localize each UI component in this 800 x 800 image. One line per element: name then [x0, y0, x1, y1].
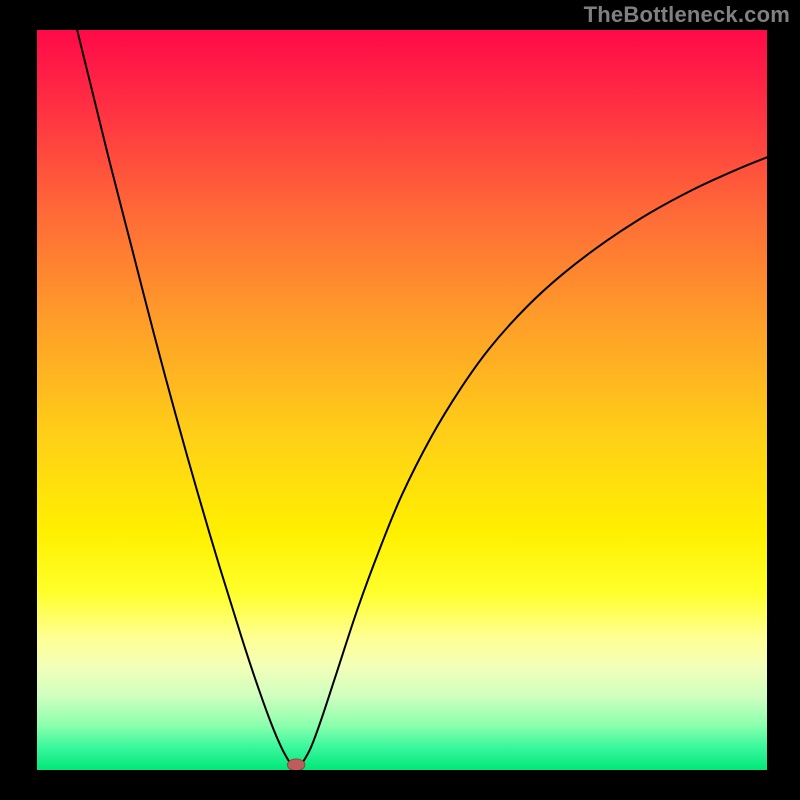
gradient-background	[37, 30, 767, 770]
chart-svg	[37, 30, 767, 770]
chart-frame: TheBottleneck.com	[0, 0, 800, 800]
minimum-marker	[287, 759, 305, 770]
plot-area	[37, 30, 767, 770]
watermark-label: TheBottleneck.com	[584, 2, 790, 28]
